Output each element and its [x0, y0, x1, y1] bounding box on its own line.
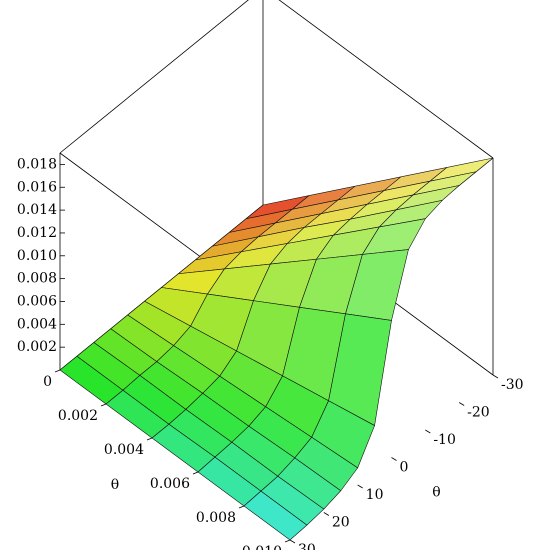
y-tick-label: -10 [433, 432, 456, 448]
x-tick [284, 539, 291, 543]
x-tick-label: 0.010 [242, 544, 282, 550]
y-tick [391, 457, 397, 461]
y-tick-label: -30 [501, 377, 524, 393]
x-tick [100, 403, 107, 407]
z-tick-label: 0.008 [17, 271, 57, 287]
x-tick-label: 0.006 [150, 476, 190, 492]
x-tick [192, 471, 199, 475]
y-tick-label: 10 [366, 487, 384, 503]
z-tick-label: 0.014 [17, 202, 57, 218]
axes: 0.002 0.004 0.006 0.008 0.010 0.012 0.014 0.016… [17, 156, 524, 550]
z-tick-label: 0.002 [17, 339, 57, 355]
z-tick-label: 0.006 [17, 293, 57, 309]
z-tick-label: 0.016 [17, 179, 57, 195]
y-tick-label: 20 [332, 515, 350, 531]
x-tick-label: 0.002 [58, 408, 98, 424]
x-tick [146, 437, 153, 441]
z-tick-label: 0.018 [17, 156, 57, 172]
y-tick-label: 30 [298, 542, 316, 550]
y-tick [289, 539, 296, 544]
y-axis-label: θ [432, 485, 440, 501]
y-tick-label: -20 [467, 405, 490, 421]
y-tick [425, 429, 431, 434]
z-tick-label: 0.004 [17, 316, 57, 332]
box-edge [59, 0, 249, 154]
x-tick-label: 0 [43, 374, 52, 390]
y-tick-label: 0 [400, 460, 409, 476]
box-edge [278, 0, 494, 159]
z-tick-label: 0.012 [17, 225, 57, 241]
x-tick [238, 505, 245, 509]
x-axis-label: θ [111, 477, 119, 493]
x-tick-label: 0.004 [104, 442, 144, 458]
y-tick [323, 512, 330, 516]
x-tick [54, 369, 61, 373]
y-tick [357, 484, 363, 489]
y-tick [458, 402, 465, 406]
z-tick-label: 0.010 [17, 248, 57, 264]
surface [59, 157, 494, 541]
x-tick-label: 0.008 [196, 510, 236, 526]
y-tick [492, 374, 499, 379]
